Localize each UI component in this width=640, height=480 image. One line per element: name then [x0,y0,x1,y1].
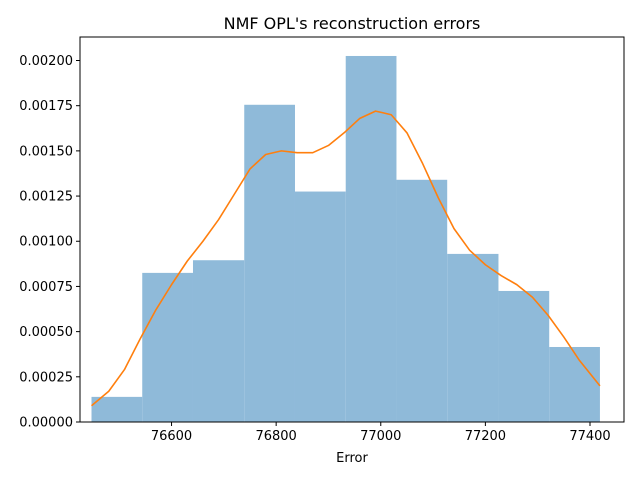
y-axis: 0.00000 0.00025 0.00050 0.00075 0.00100 0.001… [19,54,80,431]
histogram-bar [345,55,397,422]
y-tick-label: 0.00200 [19,54,73,69]
histogram-bar [498,290,550,422]
y-tick-label: 0.00175 [19,99,73,114]
histogram-bar [396,179,448,422]
histogram-bar [142,272,193,422]
y-tick-label: 0.00050 [19,325,73,340]
axes-frame [79,36,625,423]
histogram-bar [192,260,245,422]
x-tick-label: 77200 [465,429,506,444]
plot-border [79,36,625,423]
x-tick-label: 77400 [569,429,610,444]
histogram-bar [91,396,143,422]
x-tick-label: 76600 [151,429,192,444]
x-axis: 76600 76800 77000 77200 77400 [151,422,611,444]
kde-layer [90,110,601,407]
histogram-bar [549,346,600,422]
y-tick-label: 0.00025 [19,370,73,385]
histogram-bar [294,191,346,422]
x-axis-label: Error [336,451,368,466]
histogram-bar [447,253,499,422]
histogram-bars [91,55,600,423]
chart-title: NMF OPL's reconstruction errors [224,14,481,33]
x-tick-label: 76800 [255,429,296,444]
y-tick-label: 0.00100 [19,235,73,250]
y-tick-label: 0.00150 [19,144,73,159]
y-tick-label: 0.00125 [19,190,73,205]
x-tick-label: 77000 [360,429,401,444]
kde-curve [90,110,601,407]
histogram-bar [244,104,295,423]
y-tick-label: 0.00000 [19,416,73,431]
y-tick-label: 0.00075 [19,280,73,295]
